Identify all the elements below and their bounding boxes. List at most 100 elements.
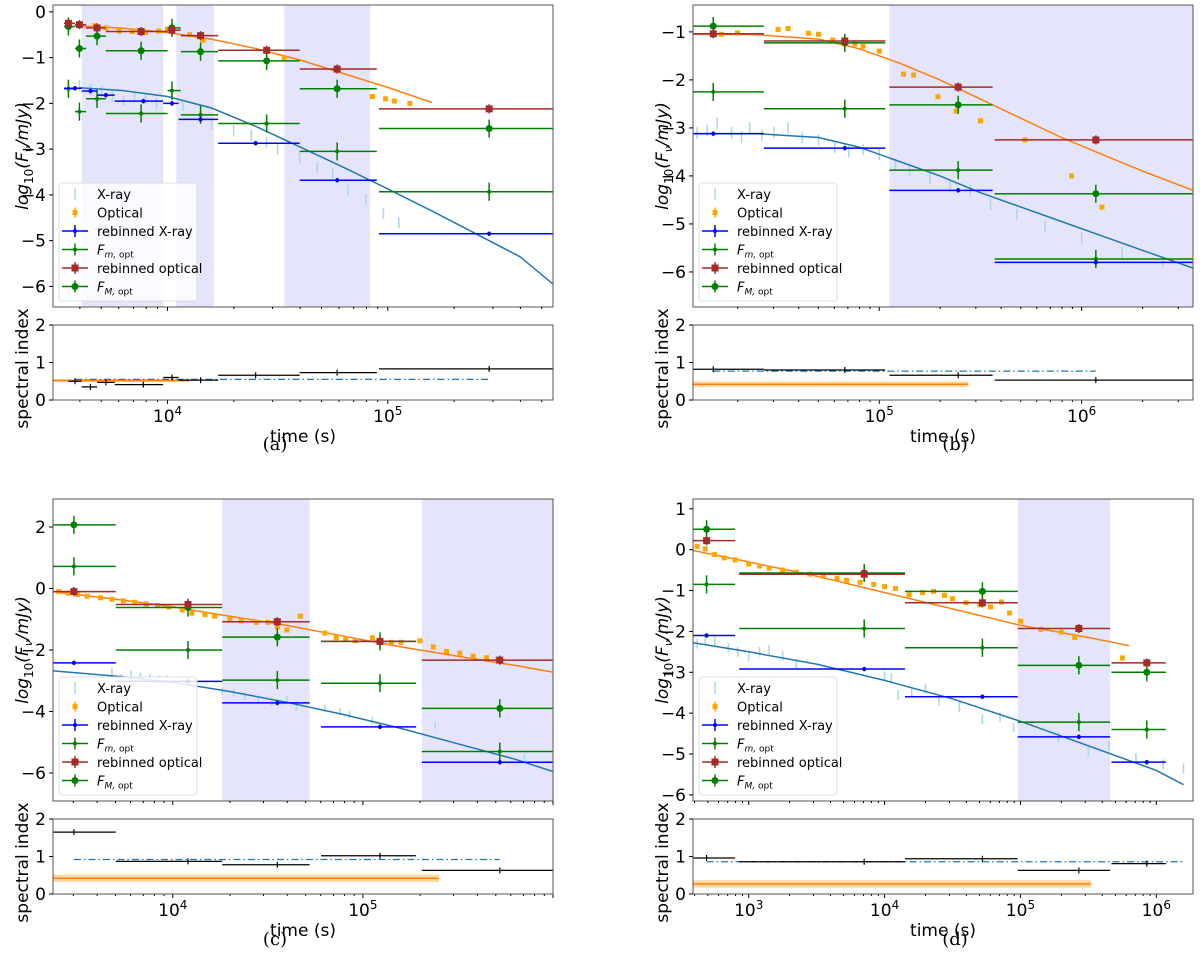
x-axis-label: time (s) bbox=[270, 427, 336, 447]
panel-caption: (c) bbox=[263, 929, 287, 950]
rebinned-xray-marker bbox=[141, 99, 146, 104]
rebinned-optical-marker bbox=[709, 30, 717, 38]
rebinned-xray-marker bbox=[980, 694, 985, 699]
panel-caption: (a) bbox=[263, 434, 288, 455]
legend-item-rebinned-xray: rebinned X-ray bbox=[62, 225, 193, 240]
y-tick-label: 1 bbox=[35, 354, 46, 374]
optical-point bbox=[746, 561, 752, 567]
optical-point bbox=[398, 639, 404, 645]
y-axis-label: log10(Fν/mJy) bbox=[653, 596, 676, 704]
panel-a: 0 −1 −2 −3 −4 −5 −6 104 105 log10(Fν/mJy) X-ray Opt… bbox=[13, 3, 554, 455]
y-tick-label: 0 bbox=[35, 579, 46, 599]
optical-point bbox=[227, 616, 233, 622]
y-tick-label: 1 bbox=[35, 848, 46, 868]
FM-opt-marker bbox=[709, 22, 717, 30]
rebinned-xray-marker bbox=[497, 760, 502, 765]
optical-point bbox=[369, 635, 375, 641]
rebinned-optical-marker bbox=[93, 24, 101, 32]
legend-label: Optical bbox=[737, 701, 783, 716]
shaded-region bbox=[222, 499, 310, 801]
fm-opt-marker bbox=[335, 149, 340, 154]
rebinned-optical-marker bbox=[184, 600, 192, 608]
main-plot-area bbox=[64, 5, 553, 307]
optical-point bbox=[369, 94, 375, 100]
legend-item-rebinned-xray: rebinned X-ray bbox=[62, 719, 193, 734]
x-axis-label: time (s) bbox=[910, 921, 976, 941]
legend: X-ray Optical rebinned X-ray Fm, optrebinne… bbox=[58, 182, 202, 302]
shaded-region bbox=[421, 499, 553, 801]
main-axes-frame bbox=[692, 498, 1194, 802]
main-plot-area bbox=[53, 499, 553, 801]
legend-item-xray: X-ray bbox=[74, 682, 131, 697]
legend-item-FM-opt: FM, opt bbox=[62, 774, 133, 792]
legend-box bbox=[58, 182, 198, 302]
legend-item-xray: X-ray bbox=[714, 188, 771, 203]
optical-point bbox=[383, 96, 389, 102]
rebinned-optical-marker bbox=[70, 588, 78, 596]
optical-point bbox=[860, 43, 866, 49]
y-tick-label: −3 bbox=[661, 663, 686, 683]
main-plot-area bbox=[693, 499, 1185, 801]
optical-point bbox=[65, 590, 71, 596]
legend-item-rebinned-optical: rebinned optical bbox=[702, 262, 842, 277]
y-axis-label: log10(Fν/mJy) bbox=[13, 596, 36, 704]
y-tick-label: −5 bbox=[21, 232, 46, 252]
rebinned-optical-marker bbox=[860, 570, 868, 578]
optical-point bbox=[712, 552, 718, 558]
spectral-index-plot-area bbox=[53, 365, 553, 390]
optical-point bbox=[187, 32, 193, 38]
legend-label: FM, opt bbox=[737, 775, 773, 792]
legend-item-FM-opt: FM, opt bbox=[62, 280, 133, 298]
optical-point bbox=[75, 592, 81, 598]
bottom-axes-frame bbox=[692, 324, 1194, 401]
legend-label: X-ray bbox=[97, 682, 131, 697]
fm-opt-marker bbox=[980, 645, 985, 650]
optical-point bbox=[871, 581, 877, 587]
legend-item-Fm-opt: Fm, opt bbox=[62, 737, 134, 755]
rebinned-xray-marker bbox=[487, 231, 492, 236]
legend: X-ray Optical rebinned X-ray Fm, optrebinne… bbox=[698, 676, 842, 796]
legend-marker bbox=[72, 704, 78, 709]
legend-item-rebinned-optical: rebinned optical bbox=[62, 262, 202, 277]
rebinned-optical-marker bbox=[64, 19, 72, 27]
rebinned-xray-marker bbox=[704, 633, 709, 638]
bottom-axes-frame bbox=[52, 818, 554, 895]
legend-label: Fm, opt bbox=[97, 738, 134, 755]
optical-point bbox=[179, 607, 185, 613]
y-tick-label: 2 bbox=[35, 316, 46, 336]
y-tick-label: 2 bbox=[35, 518, 46, 538]
rebinned-optical-marker bbox=[703, 537, 711, 545]
FM-opt-marker bbox=[273, 633, 281, 641]
FM-opt-marker bbox=[263, 57, 271, 65]
optical-point bbox=[816, 31, 822, 37]
rebinned-xray-marker bbox=[377, 724, 382, 729]
rebinned-xray-marker bbox=[1076, 734, 1081, 739]
legend-item-rebinned-optical: rebinned optical bbox=[62, 756, 202, 771]
fm-opt-marker bbox=[1093, 256, 1098, 261]
legend-marker bbox=[73, 229, 77, 233]
x-tick-label: 105 bbox=[373, 404, 402, 427]
y-tick-label: −4 bbox=[21, 186, 46, 206]
legend-item-xray: X-ray bbox=[714, 682, 771, 697]
optical-point bbox=[120, 598, 126, 604]
fm-opt-marker bbox=[71, 564, 76, 569]
rebinned-xray-marker bbox=[711, 131, 716, 136]
legend-item-FM-opt: FM, opt bbox=[702, 774, 773, 792]
x-tick-label: 103 bbox=[734, 898, 763, 921]
spectral-index-axis-label: spectral index bbox=[653, 802, 673, 922]
y-tick-label: −4 bbox=[661, 704, 686, 724]
legend-item-xray: X-ray bbox=[74, 188, 131, 203]
fm-opt-marker bbox=[169, 88, 174, 93]
x-axis-label: time (s) bbox=[910, 427, 976, 447]
fm-opt-marker bbox=[198, 112, 203, 117]
fm-opt-marker bbox=[842, 106, 847, 111]
y-axis-label: log10(Fν/mJy) bbox=[653, 102, 676, 210]
optical-point bbox=[892, 585, 898, 591]
legend-label: Fm, opt bbox=[97, 244, 134, 261]
optical-point bbox=[343, 636, 349, 642]
rebinned-optical-marker bbox=[485, 105, 493, 113]
legend-marker bbox=[713, 229, 717, 233]
xray-model-line bbox=[79, 87, 553, 285]
fm-opt-marker bbox=[139, 111, 144, 116]
